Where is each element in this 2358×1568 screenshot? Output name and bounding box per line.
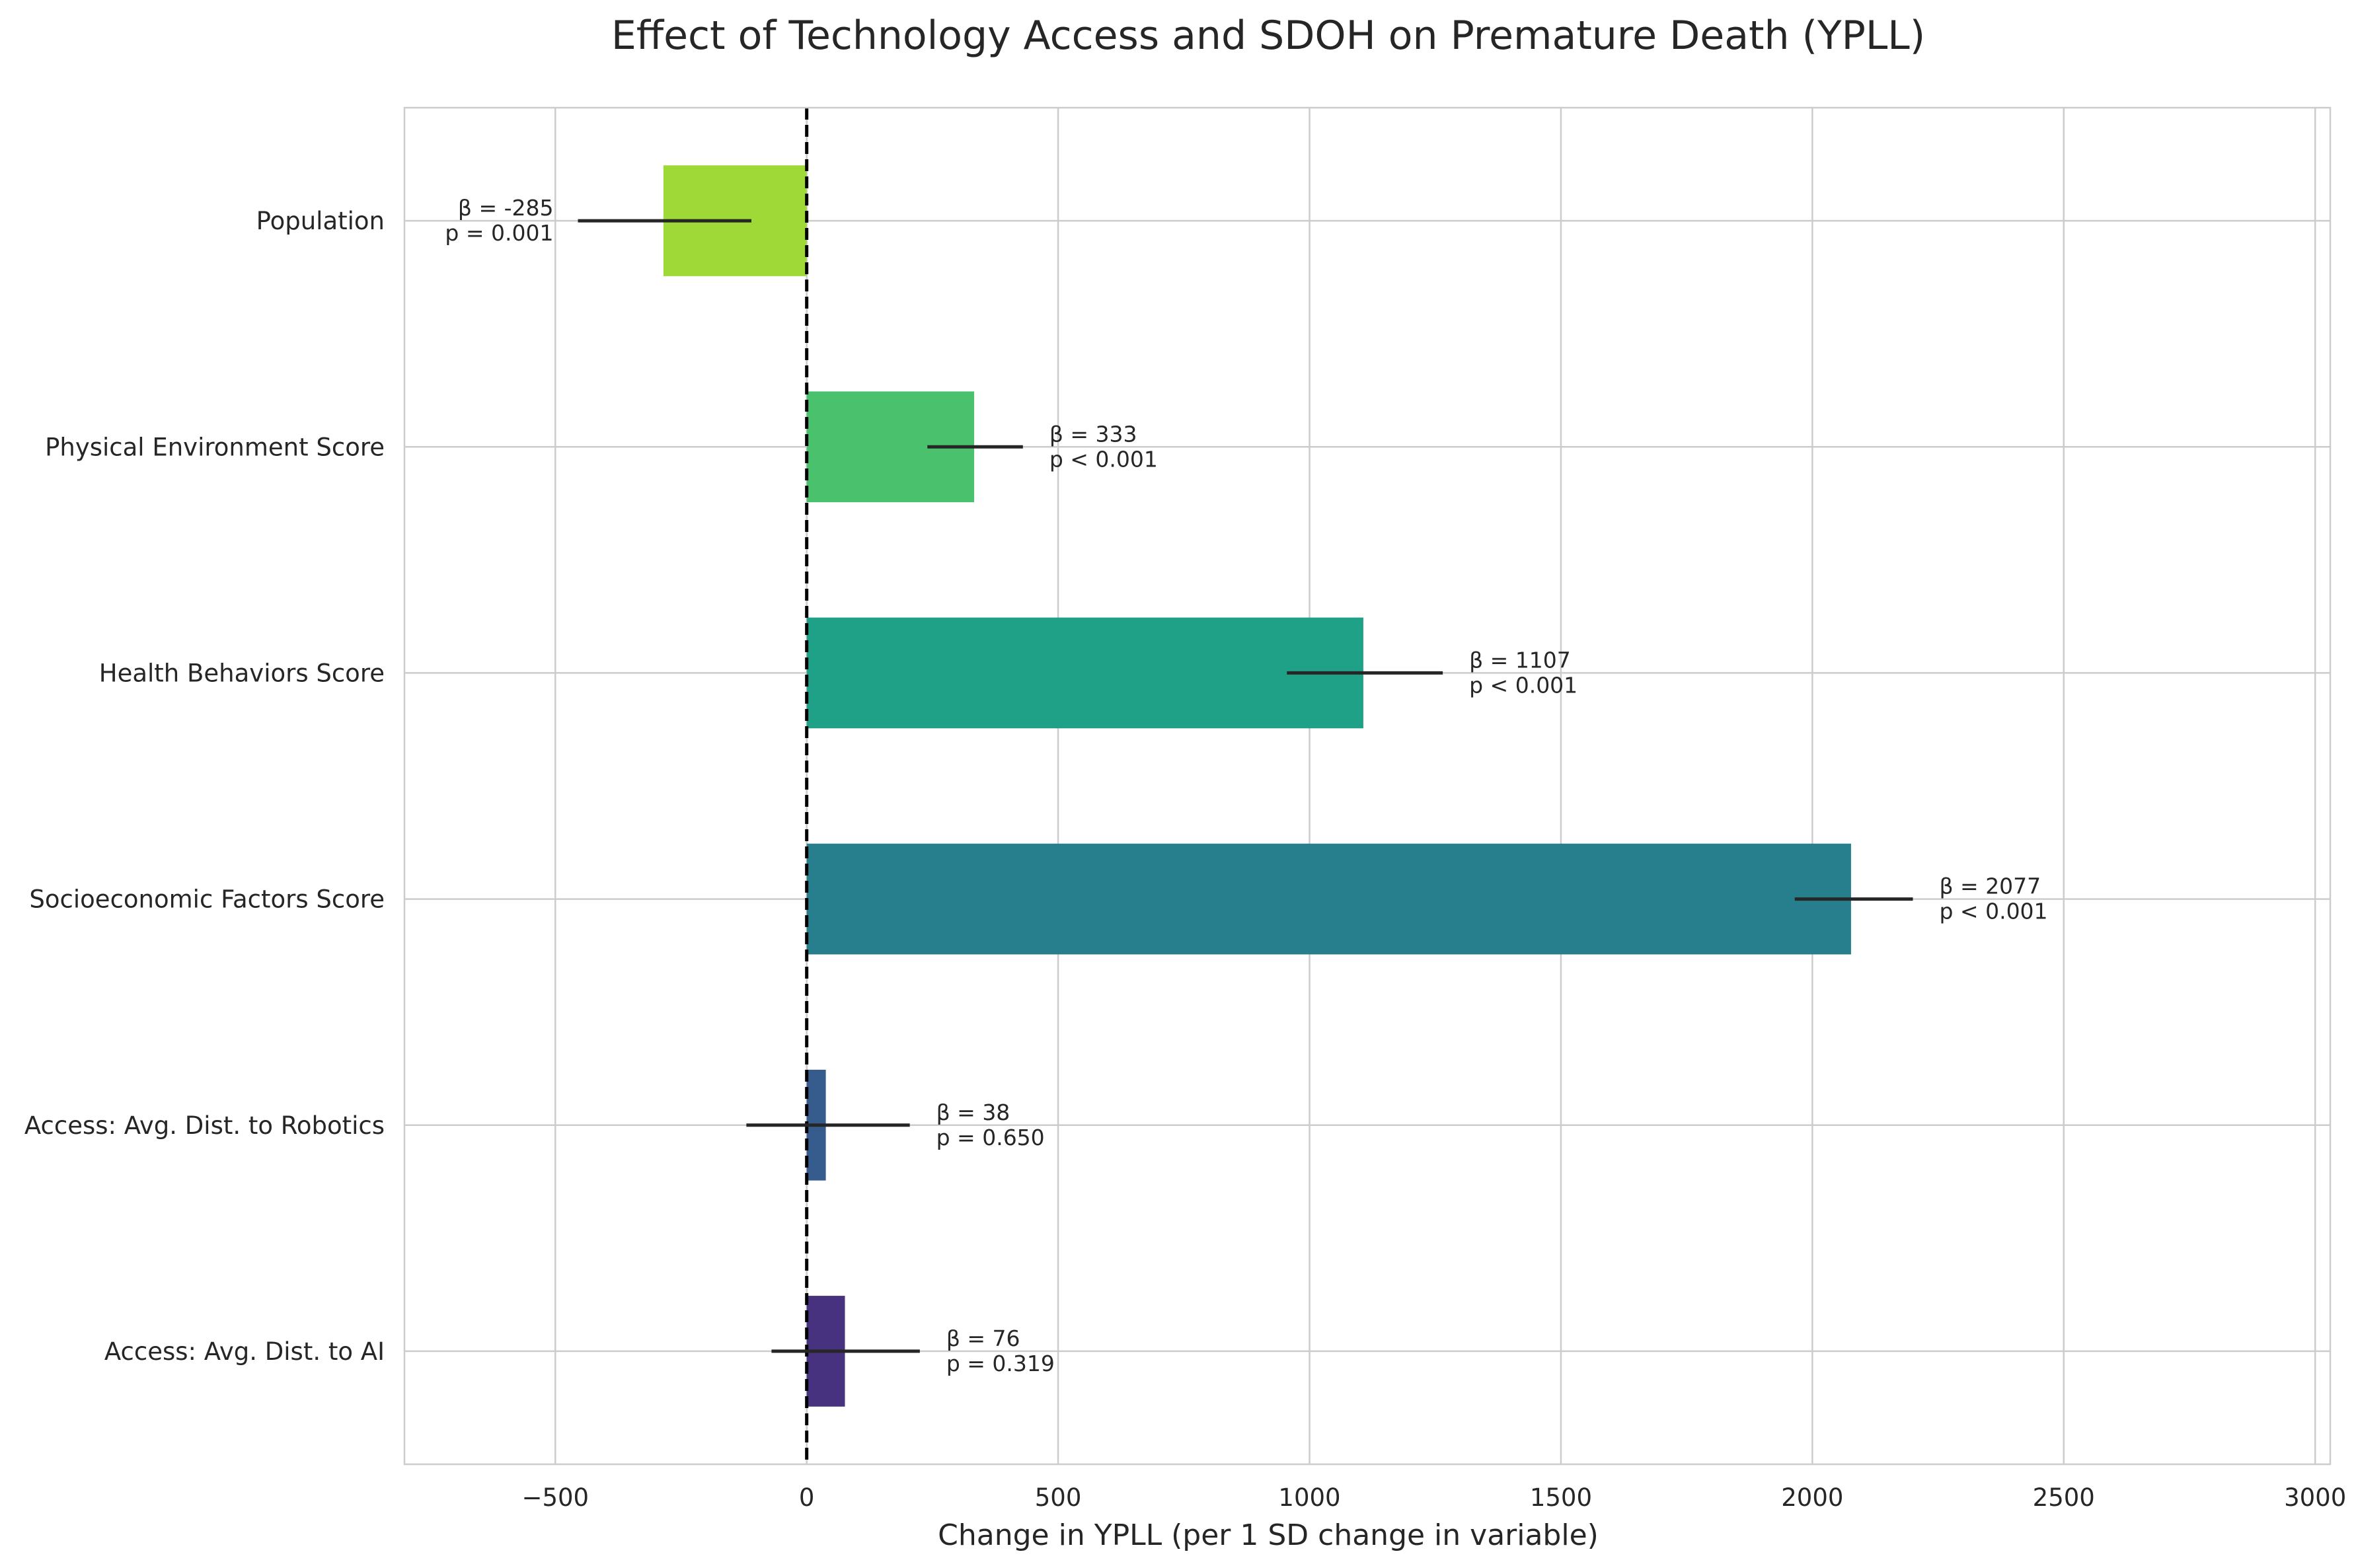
annotation-beta: β = 1107	[1469, 647, 1571, 673]
error-bars-layer	[578, 219, 1913, 1353]
annotation-5: β = 76p = 0.319	[946, 1325, 1055, 1376]
chart-title: Effect of Technology Access and SDOH on …	[611, 13, 1925, 59]
annotation-p: p = 0.650	[936, 1125, 1045, 1150]
annotation-beta: β = -285	[458, 195, 554, 221]
bar-2	[806, 617, 1363, 729]
annotation-beta: β = 333	[1049, 421, 1137, 447]
x-tick-label: 2500	[2033, 1483, 2095, 1512]
annotation-p: p = 0.001	[445, 220, 553, 246]
y-tick-label: Access: Avg. Dist. to Robotics	[24, 1111, 385, 1140]
plot-frame	[403, 106, 2332, 1466]
y-tick-labels: Population Physical Environment Score Heal…	[24, 207, 385, 1366]
bars-layer	[663, 165, 1851, 1407]
annotation-p: p = 0.319	[946, 1351, 1055, 1376]
annotation-4: β = 38p = 0.650	[936, 1100, 1045, 1150]
x-tick-label: 2000	[1781, 1483, 1843, 1512]
x-tick-label: 1500	[1530, 1483, 1592, 1512]
annotation-beta: β = 2077	[1940, 874, 2041, 899]
x-tick-label: 1000	[1278, 1483, 1340, 1512]
bar-3	[806, 843, 1851, 955]
x-tick-label: −500	[521, 1483, 589, 1512]
annotation-beta: β = 76	[946, 1325, 1020, 1351]
x-tick-label: 0	[799, 1483, 815, 1512]
annotation-beta: β = 38	[936, 1100, 1010, 1125]
x-tick-label: 3000	[2284, 1483, 2346, 1512]
y-tick-label: Physical Environment Score	[45, 433, 385, 461]
x-axis-label: Change in YPLL (per 1 SD change in varia…	[938, 1518, 1599, 1552]
y-tick-label: Health Behaviors Score	[99, 659, 385, 687]
y-tick-label: Population	[256, 207, 385, 235]
y-tick-label: Socioeconomic Factors Score	[29, 885, 385, 914]
x-tick-label: 500	[1035, 1483, 1082, 1512]
annotation-p: p < 0.001	[1940, 899, 2048, 924]
y-tick-label: Access: Avg. Dist. to AI	[104, 1337, 385, 1366]
grid-layer	[404, 108, 2330, 1464]
annotation-p: p < 0.001	[1049, 446, 1158, 472]
x-tick-labels: −500 0 500 1000 1500 2000 2500 3000	[521, 1483, 2346, 1512]
annotation-p: p < 0.001	[1469, 672, 1578, 698]
